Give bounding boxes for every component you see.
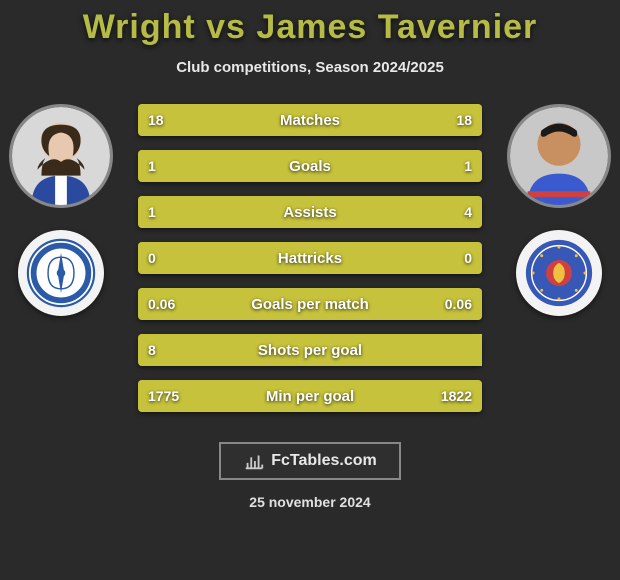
right-player-column	[504, 104, 614, 316]
stat-bar: 0.06 0.06 Goals per match	[138, 288, 482, 320]
stat-fill-right	[207, 196, 482, 228]
stat-value-left: 1	[148, 158, 156, 174]
date-text: 25 november 2024	[0, 494, 620, 510]
stat-value-right: 0.06	[445, 296, 472, 312]
stat-bar: 18 18 Matches	[138, 104, 482, 136]
subtitle: Club competitions, Season 2024/2025	[0, 59, 620, 76]
brand-box: FcTables.com	[219, 442, 401, 480]
stat-bar: 1 1 Goals	[138, 150, 482, 182]
stat-label: Hattricks	[278, 250, 342, 267]
stat-value-right: 0	[464, 250, 472, 266]
stat-label: Assists	[283, 204, 336, 221]
brand-text: FcTables.com	[271, 452, 377, 470]
stat-value-left: 0	[148, 250, 156, 266]
person-icon	[510, 107, 608, 205]
club-logo-icon	[523, 237, 595, 309]
page-title: Wright vs James Tavernier	[0, 8, 620, 47]
stat-value-right: 18	[456, 112, 472, 128]
left-player-column	[6, 104, 116, 316]
person-icon	[12, 107, 110, 205]
footer: FcTables.com 25 november 2024	[0, 442, 620, 510]
stat-value-left: 1	[148, 204, 156, 220]
header: Wright vs James Tavernier Club competiti…	[0, 0, 620, 76]
stat-label: Goals per match	[251, 296, 369, 313]
right-club-badge	[516, 230, 602, 316]
stat-label: Goals	[289, 158, 331, 175]
left-club-badge	[18, 230, 104, 316]
stat-bar: 8 Shots per goal	[138, 334, 482, 366]
stat-label: Shots per goal	[258, 342, 362, 359]
stat-bar: 1775 1822 Min per goal	[138, 380, 482, 412]
stat-value-left: 1775	[148, 388, 179, 404]
stat-value-right: 1	[464, 158, 472, 174]
stat-bar: 1 4 Assists	[138, 196, 482, 228]
stat-fill-right	[310, 150, 482, 182]
right-player-avatar	[507, 104, 611, 208]
stat-bar: 0 0 Hattricks	[138, 242, 482, 274]
stat-value-right: 4	[464, 204, 472, 220]
chart-icon	[243, 450, 265, 472]
stat-value-left: 18	[148, 112, 164, 128]
stats-bars: 18 18 Matches 1 1 Goals 1 4 Assists 0 0 Hattricks 0.…	[138, 104, 482, 412]
stat-value-left: 0.06	[148, 296, 175, 312]
club-logo-icon	[25, 237, 97, 309]
stat-label: Matches	[280, 112, 340, 129]
stat-value-right: 1822	[441, 388, 472, 404]
stat-value-left: 8	[148, 342, 156, 358]
left-player-avatar	[9, 104, 113, 208]
stat-label: Min per goal	[266, 388, 354, 405]
comparison-content: 18 18 Matches 1 1 Goals 1 4 Assists 0 0 Hattricks 0.…	[0, 104, 620, 424]
stat-fill-left	[138, 150, 310, 182]
